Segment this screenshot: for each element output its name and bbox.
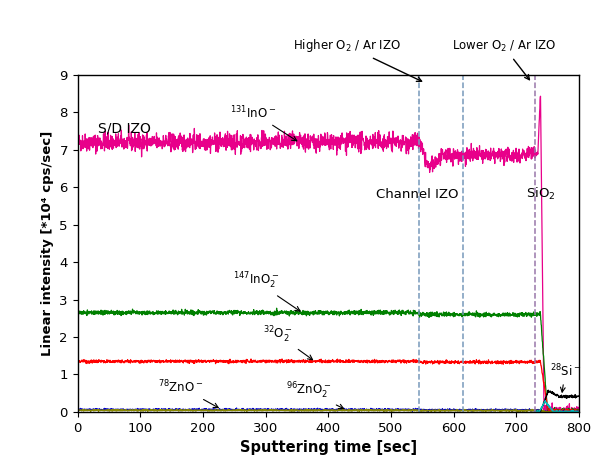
Text: Higher O$_2$ / Ar IZO: Higher O$_2$ / Ar IZO xyxy=(293,37,421,81)
Text: SiO$_2$: SiO$_2$ xyxy=(527,186,556,202)
Text: $^{131}$InO$^-$: $^{131}$InO$^-$ xyxy=(230,104,297,141)
Text: Channel IZO: Channel IZO xyxy=(376,188,458,201)
Y-axis label: Linear intensity [*10⁴ cps/sec]: Linear intensity [*10⁴ cps/sec] xyxy=(41,131,54,356)
Text: $^{147}$InO$_2^-$: $^{147}$InO$_2^-$ xyxy=(233,271,300,311)
Text: $^{96}$ZnO$_2^-$: $^{96}$ZnO$_2^-$ xyxy=(285,381,343,409)
Text: $^{78}$ZnO$^-$: $^{78}$ZnO$^-$ xyxy=(158,379,219,408)
Text: Lower O$_2$ / Ar IZO: Lower O$_2$ / Ar IZO xyxy=(452,39,556,80)
Text: $^{32}$O$_2^-$: $^{32}$O$_2^-$ xyxy=(263,325,313,360)
Text: S/D IZO: S/D IZO xyxy=(98,121,150,135)
Text: $^{28}$Si$^-$: $^{28}$Si$^-$ xyxy=(550,363,581,392)
X-axis label: Sputtering time [sec]: Sputtering time [sec] xyxy=(240,440,417,455)
